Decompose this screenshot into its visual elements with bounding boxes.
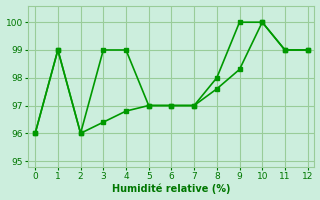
X-axis label: Humidité relative (%): Humidité relative (%) (112, 184, 231, 194)
